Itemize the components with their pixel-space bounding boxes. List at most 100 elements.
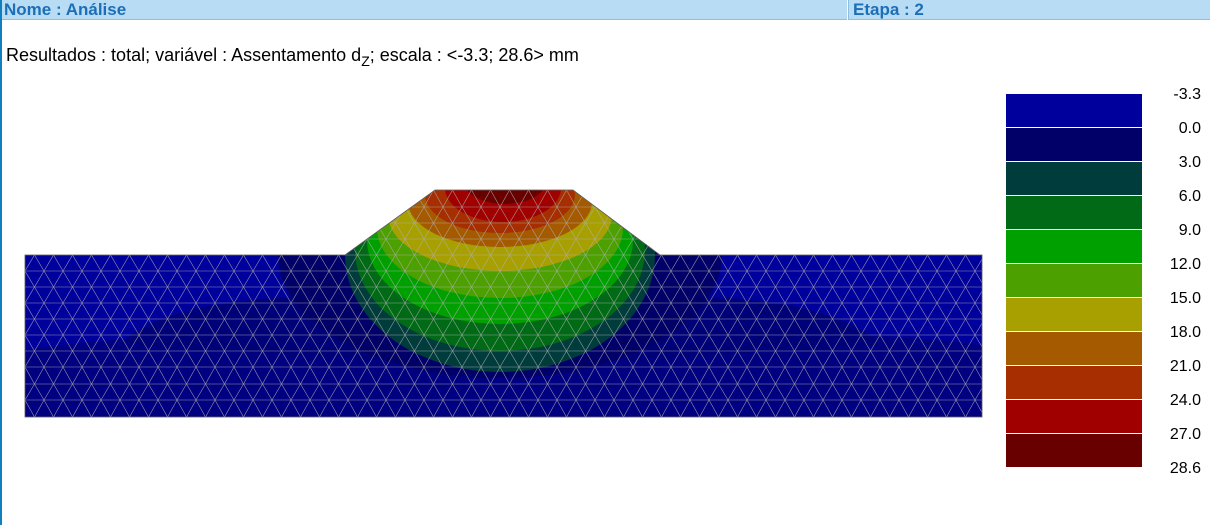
mesh-edge xyxy=(499,222,510,240)
mesh-edge xyxy=(252,318,263,336)
mesh-edge xyxy=(661,222,672,240)
mesh-edge xyxy=(509,238,520,256)
mesh-edge xyxy=(357,190,368,208)
mesh-edge xyxy=(157,302,168,320)
mesh-edge xyxy=(452,222,463,240)
mesh-edge xyxy=(528,302,539,320)
mesh-edge xyxy=(661,318,672,336)
mesh-edge xyxy=(623,254,634,272)
mesh-edge xyxy=(813,254,824,272)
mesh-edge xyxy=(148,222,159,240)
mesh-edge xyxy=(205,238,216,256)
mesh-edge xyxy=(119,254,130,272)
mesh-edge xyxy=(433,383,444,401)
mesh-edge xyxy=(746,334,757,352)
mesh-edge xyxy=(860,350,871,368)
mesh-edge xyxy=(566,383,577,401)
mesh-edge xyxy=(623,334,634,352)
mesh-edge xyxy=(518,366,529,385)
mesh-edge xyxy=(62,254,73,272)
mesh-edge xyxy=(72,334,83,352)
mesh-edge xyxy=(252,350,263,368)
mesh-edge xyxy=(575,254,586,272)
mesh-edge xyxy=(319,334,330,352)
mesh-edge xyxy=(775,399,786,417)
mesh-edge xyxy=(917,383,928,401)
mesh-edge xyxy=(985,223,995,239)
mesh-edge xyxy=(490,222,501,240)
mesh-edge xyxy=(167,286,178,304)
mesh-edge xyxy=(25,190,35,208)
mesh-edge xyxy=(965,350,976,368)
mesh-edge xyxy=(737,334,748,352)
mesh-edge xyxy=(129,270,140,288)
mesh-edge xyxy=(985,335,995,351)
mesh-edge xyxy=(167,399,178,417)
mesh-edge xyxy=(404,222,415,240)
mesh-edge xyxy=(737,222,748,240)
mesh-edge xyxy=(936,190,947,208)
mesh-edge xyxy=(518,222,529,240)
mesh-edge xyxy=(157,286,168,304)
mesh-edge xyxy=(25,383,26,401)
mesh-edge xyxy=(708,383,719,401)
mesh-edge xyxy=(851,190,862,208)
mesh-edge xyxy=(100,238,111,256)
mesh-edge xyxy=(148,350,159,368)
mesh-edge xyxy=(604,399,615,417)
mesh-edge xyxy=(338,318,349,336)
mesh-edge xyxy=(699,383,710,401)
mesh-edge xyxy=(480,318,491,336)
mesh-edge xyxy=(62,399,73,417)
mesh-edge xyxy=(860,222,871,240)
mesh-edge xyxy=(775,238,786,256)
mesh-edge xyxy=(870,238,881,256)
mesh-edge xyxy=(794,286,805,304)
mesh-edge xyxy=(936,318,947,336)
mesh-edge xyxy=(224,334,235,352)
mesh-edge xyxy=(927,334,938,352)
mesh-edge xyxy=(224,286,235,304)
mesh-edge xyxy=(385,318,396,336)
mesh-edge xyxy=(309,302,320,320)
mesh-edge xyxy=(708,206,719,224)
mesh-edge xyxy=(689,238,700,256)
mesh-edge xyxy=(822,222,833,240)
mesh-edge xyxy=(338,383,349,401)
mesh-edge xyxy=(727,286,738,304)
mesh-edge xyxy=(879,318,890,336)
legend-swatch xyxy=(1006,93,1142,127)
legend-swatch xyxy=(1006,229,1142,263)
mesh-edge xyxy=(908,238,919,256)
mesh-edge xyxy=(670,383,681,401)
mesh-edge xyxy=(965,222,976,240)
mesh-edge xyxy=(490,254,501,272)
mesh-edge xyxy=(803,334,814,352)
mesh-edge xyxy=(157,318,168,336)
mesh-edge xyxy=(423,222,434,240)
mesh-edge xyxy=(708,366,719,385)
mesh-edge xyxy=(870,190,881,208)
mesh-edge xyxy=(25,254,26,272)
mesh-edge xyxy=(651,206,662,224)
mesh-edge xyxy=(414,334,425,352)
mesh-edge xyxy=(889,286,900,304)
legend-label: 3.0 xyxy=(1179,154,1201,171)
mesh-edge xyxy=(423,334,434,352)
mesh-edge xyxy=(81,318,92,336)
mesh-edge xyxy=(708,270,719,288)
mesh-edge xyxy=(414,366,425,385)
mesh-edge xyxy=(290,190,301,208)
mesh-edge xyxy=(547,270,558,288)
mesh-edge xyxy=(309,334,320,352)
mesh-edge xyxy=(851,334,862,352)
mesh-edge xyxy=(167,350,178,368)
mesh-edge xyxy=(851,222,862,240)
mesh-edge xyxy=(632,399,643,417)
mesh-edge xyxy=(803,366,814,385)
mesh-edge xyxy=(471,206,482,224)
mesh-edge xyxy=(832,286,843,304)
mesh-edge xyxy=(281,318,292,336)
mesh-edge xyxy=(784,399,795,417)
mesh-edge xyxy=(718,302,729,320)
